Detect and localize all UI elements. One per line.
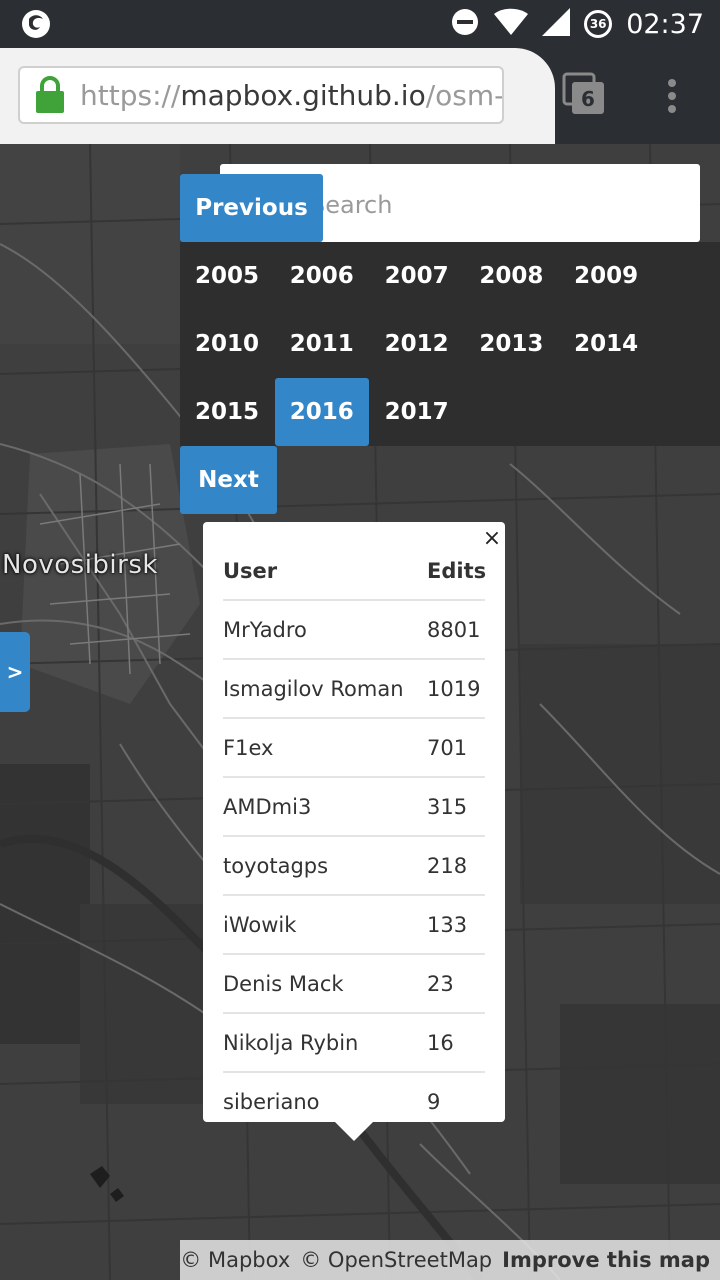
year-button-2006[interactable]: 2006	[289, 263, 354, 289]
table-row: Denis Mack 23	[223, 955, 485, 1014]
attribution-bar: © Mapbox © OpenStreetMap Improve this ma…	[180, 1240, 720, 1280]
edit-count: 23	[427, 971, 454, 996]
url-scheme: https://	[80, 78, 181, 112]
firefox-icon	[20, 8, 52, 40]
edits-column-header: Edits	[427, 558, 487, 583]
year-button-2010[interactable]: 2010	[194, 331, 259, 357]
search-input[interactable]: Search	[310, 191, 393, 219]
browser-toolbar: https://mapbox.github.io/osm-a 6	[0, 48, 720, 144]
table-row: Nikolja Rybin 16	[223, 1014, 485, 1073]
clock: 02:37	[626, 8, 704, 40]
user-name: MrYadro	[223, 617, 307, 642]
table-row: toyotagps 218	[223, 837, 485, 896]
year-grid: 2005 2006 2007 2008 2009 2010 2011 2012 2013 2014…	[180, 242, 720, 446]
wifi-icon	[494, 8, 529, 40]
user-edits-popup: × User Edits MrYadro 8801 Ismagilov Roman 1…	[203, 522, 505, 1122]
next-button[interactable]: Next	[180, 446, 277, 514]
user-name: F1ex	[223, 735, 274, 760]
year-button-2015[interactable]: 2015	[194, 399, 259, 425]
edit-count: 133	[427, 912, 468, 937]
edit-count: 218	[427, 853, 468, 878]
year-button-2008[interactable]: 2008	[479, 263, 544, 289]
edit-count: 16	[427, 1030, 454, 1055]
mapbox-attribution-link[interactable]: © Mapbox	[180, 1248, 291, 1272]
url-host: mapbox.github.io	[180, 78, 426, 112]
year-button-2017[interactable]: 2017	[384, 399, 449, 425]
improve-map-link[interactable]: Improve this map	[502, 1248, 710, 1272]
year-button-2013[interactable]: 2013	[479, 331, 544, 357]
table-row: iWowik 133	[223, 896, 485, 955]
edit-count: 1019	[427, 676, 481, 701]
year-button-2005[interactable]: 2005	[194, 263, 259, 289]
close-icon[interactable]: ×	[482, 526, 502, 551]
table-row: MrYadro 8801	[223, 601, 485, 660]
user-name: iWowik	[223, 912, 297, 937]
tab-count: 6	[581, 87, 595, 111]
edit-count: 315	[427, 794, 468, 819]
url-text: https://mapbox.github.io/osm-a	[80, 78, 504, 112]
url-tab: https://mapbox.github.io/osm-a	[0, 48, 555, 144]
url-path: /osm-a	[425, 78, 504, 112]
year-button-2016[interactable]: 2016	[274, 378, 369, 446]
edit-count: 701	[427, 735, 468, 760]
year-button-2007[interactable]: 2007	[384, 263, 449, 289]
user-name: Ismagilov Roman	[223, 676, 404, 701]
city-label: Novosibirsk	[2, 550, 158, 580]
year-button-2014[interactable]: 2014	[574, 331, 639, 357]
dnd-icon	[450, 7, 480, 41]
user-edits-table: User Edits MrYadro 8801 Ismagilov Roman 101…	[223, 542, 487, 1130]
year-button-2012[interactable]: 2012	[384, 331, 449, 357]
table-row: AMDmi3 315	[223, 778, 485, 837]
map-canvas[interactable]: Novosibirsk > Search Previous 2005 2006 20…	[0, 144, 720, 1280]
osm-attribution-link[interactable]: © OpenStreetMap	[300, 1248, 493, 1272]
status-bar: 36 02:37	[0, 0, 720, 48]
table-row: siberiano 9	[223, 1073, 485, 1130]
table-row: Ismagilov Roman 1019	[223, 660, 485, 719]
user-name: Nikolja Rybin	[223, 1030, 359, 1055]
user-name: AMDmi3	[223, 794, 312, 819]
popup-tip	[334, 1121, 374, 1141]
year-button-2009[interactable]: 2009	[574, 263, 639, 289]
url-bar[interactable]: https://mapbox.github.io/osm-a	[18, 66, 504, 124]
signal-icon	[542, 8, 571, 40]
user-name: toyotagps	[223, 853, 329, 878]
user-name: Denis Mack	[223, 971, 344, 996]
table-header: User Edits	[223, 542, 487, 601]
overflow-menu-icon[interactable]	[662, 78, 682, 114]
user-column-header: User	[223, 558, 278, 583]
data-saver-badge: 36	[584, 10, 613, 38]
table-row: F1ex 701	[223, 719, 485, 778]
previous-button[interactable]: Previous	[180, 174, 323, 242]
sidebar-toggle-button[interactable]: >	[0, 632, 30, 712]
user-name: siberiano	[223, 1089, 320, 1114]
year-button-2011[interactable]: 2011	[289, 331, 354, 357]
edit-count: 8801	[427, 617, 481, 642]
edit-count: 9	[427, 1089, 441, 1114]
tabs-button[interactable]: 6	[562, 72, 606, 116]
lock-icon[interactable]	[20, 68, 80, 122]
